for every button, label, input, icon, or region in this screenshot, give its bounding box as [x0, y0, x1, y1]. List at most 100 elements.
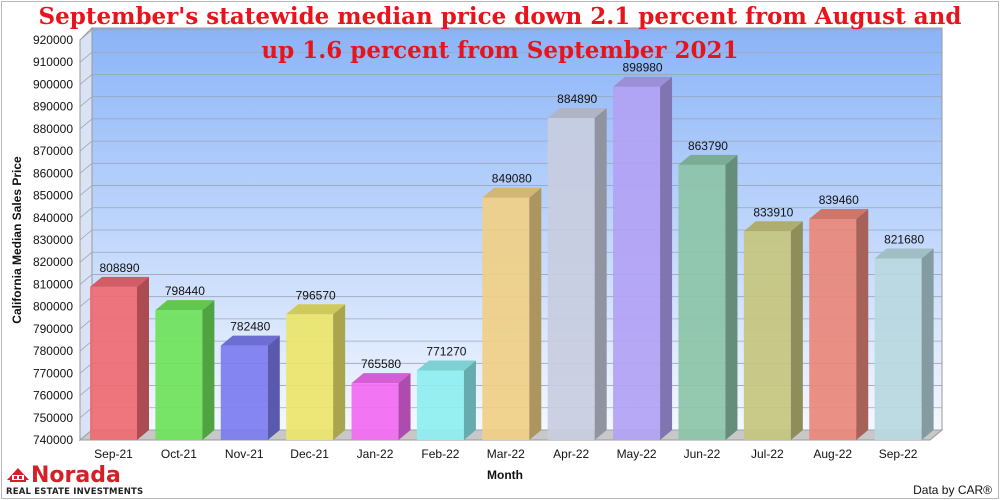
y-tick-label: 890000 — [33, 100, 73, 114]
x-tick-label: Apr-22 — [553, 447, 589, 461]
bar-may-22 — [613, 76, 673, 440]
bar-front — [286, 314, 334, 440]
x-tick-label: Feb-22 — [421, 447, 459, 461]
grid-line-side — [79, 96, 93, 107]
bar-dec-21 — [286, 304, 346, 440]
chart-title-line-1: September's statewide median price down … — [39, 3, 962, 30]
data-label: 808890 — [99, 261, 139, 275]
x-tick-label: Oct-21 — [161, 447, 197, 461]
grid-line-side — [79, 274, 93, 285]
bar-side — [202, 300, 215, 440]
x-tick-label: Sep-21 — [94, 447, 133, 461]
bar-mar-22 — [482, 187, 542, 440]
x-tick-label: Jun-22 — [684, 447, 721, 461]
norada-logo: Norada REAL ESTATE INVESTMENTS — [6, 463, 143, 497]
grid-line-side — [79, 29, 93, 41]
grid-line-side — [79, 140, 93, 152]
bar-top — [220, 335, 280, 346]
y-tick-label: 780000 — [33, 344, 73, 358]
bar-top — [613, 76, 673, 87]
x-tick-label: Jul-22 — [751, 447, 784, 461]
bar-top — [743, 221, 803, 232]
bar-nov-21 — [220, 335, 280, 440]
y-tick-label: 790000 — [33, 322, 73, 336]
grid-line-side — [79, 229, 93, 241]
y-tick-label: 850000 — [33, 189, 73, 203]
data-label: 839460 — [819, 193, 859, 207]
grid-line-side — [79, 251, 93, 263]
bar-top — [482, 187, 542, 198]
y-tick-label: 800000 — [33, 300, 73, 314]
data-label: 821680 — [884, 232, 924, 246]
bar-top — [90, 276, 149, 287]
bar-front — [678, 164, 726, 440]
bar-front — [220, 345, 268, 440]
bar-jul-22 — [743, 221, 803, 440]
bar-top — [286, 304, 346, 315]
y-tick-label: 820000 — [33, 255, 73, 269]
bar-front — [482, 197, 530, 440]
y-axis-title: California Median Sales Price — [10, 156, 24, 324]
data-label: 782480 — [230, 320, 270, 334]
bar-oct-21 — [155, 300, 215, 440]
bar-side — [790, 221, 803, 440]
bar-front — [809, 218, 857, 440]
bar-side — [529, 187, 542, 440]
bar-top — [416, 360, 476, 371]
data-label: 796570 — [296, 288, 336, 302]
bar-sep-21 — [90, 276, 149, 440]
bar-top — [351, 373, 411, 384]
data-label: 898980 — [623, 61, 663, 75]
bar-front — [90, 286, 137, 440]
grid-line-side — [79, 185, 93, 196]
x-axis-title: Month — [487, 468, 523, 482]
bar-side — [660, 76, 673, 440]
bar-front — [416, 370, 464, 440]
bar-top — [547, 108, 607, 119]
y-tick-label: 770000 — [33, 366, 73, 380]
bar-side — [137, 276, 149, 440]
bar-side — [333, 304, 346, 440]
y-tick-label: 810000 — [33, 277, 73, 291]
bar-aug-22 — [809, 208, 869, 440]
y-tick-label: 870000 — [33, 144, 73, 158]
y-tick-label: 920000 — [33, 33, 73, 47]
bar-side — [398, 373, 411, 440]
bar-top — [155, 300, 215, 311]
bar-side — [856, 208, 869, 440]
y-tick-label: 760000 — [33, 389, 73, 403]
bar-top — [678, 154, 738, 165]
x-axis-ticks: Sep-21 Oct-21 Nov-21 Dec-21 Jan-22 Feb-22 Mar-… — [94, 447, 918, 461]
x-tick-label: Sep-22 — [879, 447, 918, 461]
y-tick-label: 750000 — [33, 411, 73, 425]
grid-line-side — [79, 118, 93, 130]
data-label: 798440 — [165, 284, 205, 298]
x-tick-label: Aug-22 — [813, 447, 852, 461]
logo-subtitle: REAL ESTATE INVESTMENTS — [6, 487, 143, 497]
data-label: 771270 — [426, 345, 466, 359]
bar-front — [613, 86, 661, 440]
x-tick-label: Dec-21 — [290, 447, 329, 461]
x-tick-label: Jan-22 — [357, 447, 394, 461]
x-tick-label: May-22 — [617, 447, 657, 461]
bar-top — [809, 208, 869, 219]
chart-title-line-2: up 1.6 percent from September 2021 — [261, 37, 738, 64]
house-logo-icon — [7, 468, 29, 482]
data-label: 849080 — [492, 172, 532, 186]
data-label: 884890 — [557, 92, 597, 106]
y-tick-label: 860000 — [33, 166, 73, 180]
bar-front — [874, 258, 922, 440]
logo-word: Norada — [31, 463, 121, 488]
y-tick-label: 830000 — [33, 233, 73, 247]
y-tick-label: 900000 — [33, 77, 73, 91]
bar-sep-22 — [874, 248, 934, 440]
data-label: 765580 — [361, 357, 401, 371]
x-tick-label: Mar-22 — [487, 447, 525, 461]
bar-front — [743, 231, 791, 440]
y-tick-label: 910000 — [33, 55, 73, 69]
grid-line-side — [79, 163, 93, 174]
y-axis-ticks: 740000 750000 760000 770000 780000 790000 8000… — [33, 33, 73, 447]
bar-top — [874, 248, 934, 259]
bar-side — [463, 360, 476, 440]
